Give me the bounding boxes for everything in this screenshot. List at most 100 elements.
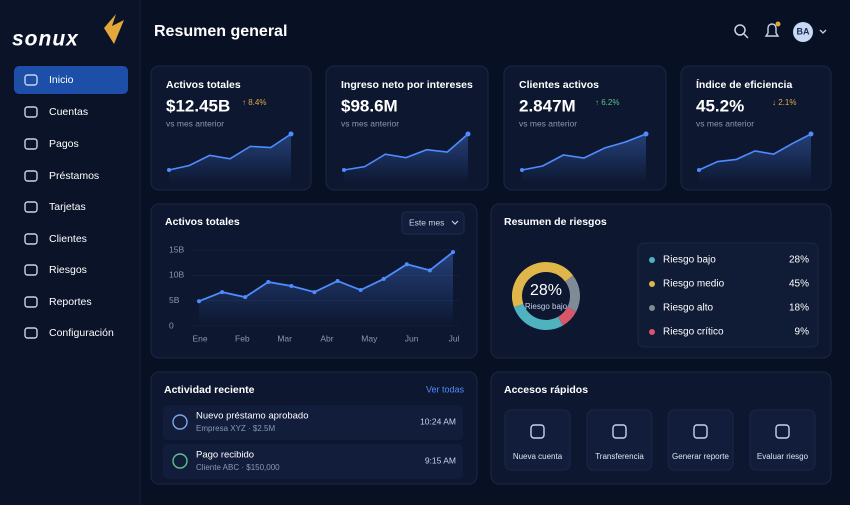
nav-item[interactable]: Cuentas <box>49 106 88 118</box>
legend-dot <box>649 329 655 335</box>
quick-access-label: Transferencia <box>595 452 644 461</box>
line-point <box>451 250 455 255</box>
legend-dot <box>649 305 655 311</box>
activity-item-subtitle: Empresa XYZ · $2.5M <box>196 424 275 433</box>
activity-item-title: Pago recibido <box>196 450 254 461</box>
legend-dot <box>649 257 655 263</box>
sparkline-area <box>522 134 646 184</box>
nav-icon <box>24 138 38 150</box>
kpi-change: ↓ 2.1% <box>772 98 796 107</box>
activity-item-subtitle: Cliente ABC · $150,000 <box>196 463 280 472</box>
activity-item[interactable] <box>163 444 463 479</box>
x-tick-label: Jun <box>405 333 419 343</box>
bell-icon[interactable] <box>764 23 780 37</box>
nav-item[interactable]: Préstamos <box>49 170 99 182</box>
sparkline-start <box>167 168 171 172</box>
legend-label: Riesgo bajo <box>663 255 716 266</box>
avatar[interactable] <box>793 22 813 42</box>
line-point <box>266 279 271 284</box>
sparkline-end <box>643 131 649 137</box>
kpi-label: Ingreso neto por intereses <box>341 79 473 91</box>
nav-icon <box>24 233 38 245</box>
activity-title: Actividad reciente <box>164 384 255 396</box>
y-tick-label: 10B <box>169 270 184 280</box>
kpi-note: vs mes anterior <box>166 118 224 128</box>
legend-panel <box>637 242 819 348</box>
quick-access-label: Nueva cuenta <box>513 452 563 461</box>
quick-access-tile[interactable] <box>504 409 571 471</box>
donut-segment <box>513 303 563 330</box>
nav-item[interactable]: Riesgos <box>49 264 87 276</box>
quick-access-tile[interactable] <box>749 409 816 471</box>
kpi-value: $98.6M <box>341 96 398 115</box>
sparkline-start <box>697 168 701 172</box>
activity-item-title: Nuevo préstamo aprobado <box>196 411 309 422</box>
search-handle <box>743 33 749 39</box>
quick-access-label: Generar reporte <box>672 452 729 461</box>
quick-access-icon <box>775 424 790 439</box>
brand-logo: sonux <box>12 28 79 51</box>
nav-item[interactable]: Configuración <box>49 327 114 339</box>
line-point <box>197 299 201 304</box>
page-title: Resumen general <box>154 23 287 40</box>
quick-access-title: Accesos rápidos <box>504 384 588 396</box>
activity-item-time: 9:15 AM <box>425 455 456 465</box>
activity-icon <box>172 414 188 430</box>
quick-access-tile[interactable] <box>667 409 734 471</box>
activity-item-time: 10:24 AM <box>420 416 456 426</box>
line-point <box>243 295 248 300</box>
line-point <box>427 268 432 273</box>
activity-item[interactable] <box>163 405 463 440</box>
sparkline <box>343 133 469 171</box>
nav-item[interactable]: Clientes <box>49 233 87 245</box>
nav-icon <box>24 74 38 86</box>
y-tick-label: 15B <box>169 244 184 254</box>
sparkline-start <box>342 168 346 172</box>
kpi-label: Activos totales <box>166 79 241 91</box>
chart-title: Resumen de riesgos <box>504 216 607 228</box>
y-tick-label: 0 <box>169 320 174 330</box>
activity-link[interactable]: Ver todas <box>426 384 465 394</box>
nav-item[interactable]: Tarjetas <box>49 201 86 213</box>
kpi-note: vs mes anterior <box>519 118 577 128</box>
kpi-change: ↑ 8.4% <box>242 98 266 107</box>
avatar-initials: BA <box>797 26 810 36</box>
sparkline <box>521 133 647 171</box>
sparkline <box>698 133 812 171</box>
sparkline-end <box>288 131 294 137</box>
avatar-chevron <box>819 29 827 34</box>
nav-icon <box>24 264 38 276</box>
sparkline <box>168 133 292 171</box>
kpi-value: $12.45B <box>166 96 230 115</box>
line-point <box>358 288 363 293</box>
kpi-value: 2.847M <box>519 96 576 115</box>
sparkline-area <box>344 134 468 184</box>
legend-value: 28% <box>789 255 809 266</box>
legend-value: 18% <box>789 303 809 314</box>
filter-dropdown[interactable] <box>401 211 465 235</box>
legend-dot <box>649 281 655 287</box>
x-tick-label: Feb <box>235 333 250 343</box>
nav-item[interactable]: Reportes <box>49 296 92 308</box>
nav-icon <box>24 201 38 213</box>
donut-center-label: Riesgo bajo <box>525 302 568 311</box>
search-icon[interactable] <box>734 24 746 36</box>
x-tick-label: Mar <box>277 333 292 343</box>
line-point <box>289 284 294 289</box>
donut-segment <box>557 306 577 326</box>
nav-item[interactable]: Inicio <box>49 74 74 86</box>
sparkline-end <box>465 131 471 137</box>
quick-access-icon <box>612 424 627 439</box>
x-tick-label: Ene <box>192 333 207 343</box>
quick-access-tile[interactable] <box>586 409 653 471</box>
sparkline-start <box>520 168 524 172</box>
quick-access-label: Evaluar riesgo <box>757 452 809 461</box>
kpi-label: Índice de eficiencia <box>696 78 792 91</box>
nav-item[interactable]: Pagos <box>49 138 79 150</box>
filter-chevron <box>451 220 459 225</box>
line-point <box>220 290 225 295</box>
donut-segment <box>512 262 574 308</box>
quick-access-card <box>490 371 832 485</box>
